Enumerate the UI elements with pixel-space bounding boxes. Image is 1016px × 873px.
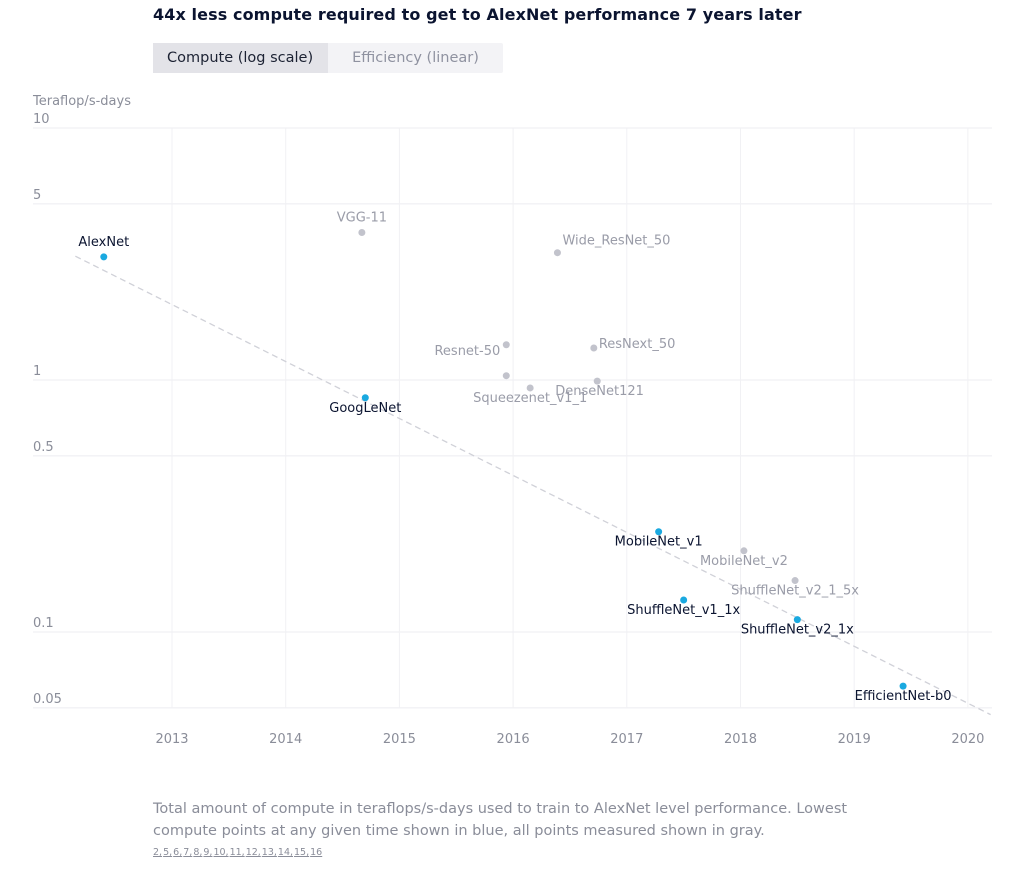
point-alexnet[interactable] [100,253,108,261]
reference-link-8[interactable]: 8, [193,847,203,858]
x-tick-label-2016: 2016 [497,732,530,747]
point-label-squeezenet-v1-1: Squeezenet_v1_1 [473,391,587,406]
point-label-shufflenet-v1-1x: ShuffleNet_v1_1x [627,603,740,618]
axis-tick-labels: 10 5 1 0.5 0.1 0.05 2013 2014 2015 2016 2017 2018 20… [33,112,984,747]
point-densenet121[interactable] [593,377,601,385]
y-tick-label-5: 5 [33,188,41,203]
point-vgg-11[interactable] [358,228,366,236]
point-label-resnet-50: Resnet-50 [434,344,500,359]
point-shufflenet-v1-1x[interactable] [680,596,688,604]
point-label-shufflenet-v2-1-5x: ShuffleNet_v2_1_5x [731,584,859,599]
tab-compute-log-scale[interactable]: Compute (log scale) [153,43,328,73]
y-tick-label-0.1: 0.1 [33,616,54,631]
point-label-resnext-50: ResNext_50 [599,337,676,352]
y-tick-label-1: 1 [33,364,41,379]
reference-link-14[interactable]: 14, [277,847,294,858]
point-label-alexnet: AlexNet [78,235,129,250]
point-label-densenet121: DenseNet121 [555,384,644,399]
chart-grid [33,127,992,709]
y-axis-title: Teraflop/s-days [32,94,131,109]
reference-links: 2,5,6,7,8,9,10,11,12,13,14,15,16 [153,847,323,863]
point-mobilenet-v1[interactable] [655,528,663,536]
point-label-googlenet: GoogLeNet [329,401,401,416]
trend-line [75,255,991,716]
point-mobilenet-v2[interactable] [740,547,748,555]
x-tick-label-2019: 2019 [838,732,871,747]
data-point-labels: AlexNet GoogLeNet MobileNet_v1 ShuffleNet_v… [78,210,951,704]
x-tick-label-2017: 2017 [610,732,643,747]
chart-title: 44x less compute required to get to Alex… [153,5,802,24]
reference-link-9[interactable]: 9, [203,847,213,858]
x-tick-label-2020: 2020 [951,732,984,747]
reference-link-10[interactable]: 10, [213,847,229,858]
point-wide-resnet-50[interactable] [553,249,561,257]
view-tabs: Compute (log scale) Efficiency (linear) [153,43,503,73]
point-shufflenet-v2-1-5x[interactable] [791,577,799,585]
point-shufflenet-v2-1x[interactable] [793,616,801,624]
x-tick-label-2014: 2014 [269,732,302,747]
y-tick-label-0.5: 0.5 [33,440,54,455]
trend-line-group [75,255,991,716]
point-squeezenet-v1-1[interactable] [526,384,534,392]
reference-link-5[interactable]: 5, [163,847,173,858]
point-label-mobilenet-v2: MobileNet_v2 [700,554,788,569]
tab-efficiency-linear[interactable]: Efficiency (linear) [352,50,479,66]
point-label-shufflenet-v2-1x: ShuffleNet_v2_1x [741,623,854,638]
point-resnext-50[interactable] [590,344,598,352]
point-label-efficientnet-b0: EfficientNet-b0 [855,689,952,704]
x-tick-label-2013: 2013 [155,732,188,747]
point-label-mobilenet-v1: MobileNet_v1 [615,535,703,550]
x-tick-label-2018: 2018 [724,732,757,747]
point-resnet-50[interactable] [502,341,510,349]
reference-link-16[interactable]: 16 [310,847,323,858]
point-label-wide-resnet-50: Wide_ResNet_50 [562,234,670,249]
y-tick-label-0.05: 0.05 [33,692,62,707]
reference-link-13[interactable]: 13, [261,847,277,858]
reference-link-15[interactable]: 15, [294,847,310,858]
point-efficientnet-b0[interactable] [899,682,907,690]
reference-link-12[interactable]: 12, [245,847,261,858]
caption-text: Total amount of compute in teraflops/s-d… [153,801,848,839]
x-tick-label-2015: 2015 [383,732,416,747]
point-googlenet[interactable] [361,394,369,402]
chart-caption: Total amount of compute in teraflops/s-d… [153,798,863,866]
y-tick-label-10: 10 [33,112,50,127]
point-label-vgg-11: VGG-11 [337,210,387,225]
reference-link-11[interactable]: 11, [229,847,245,858]
reference-link-6[interactable]: 6, [173,847,183,858]
data-points [100,228,907,690]
reference-link-7[interactable]: 7, [183,847,193,858]
reference-link-2[interactable]: 2, [153,847,163,858]
point-resnet-50-2[interactable] [502,372,510,380]
